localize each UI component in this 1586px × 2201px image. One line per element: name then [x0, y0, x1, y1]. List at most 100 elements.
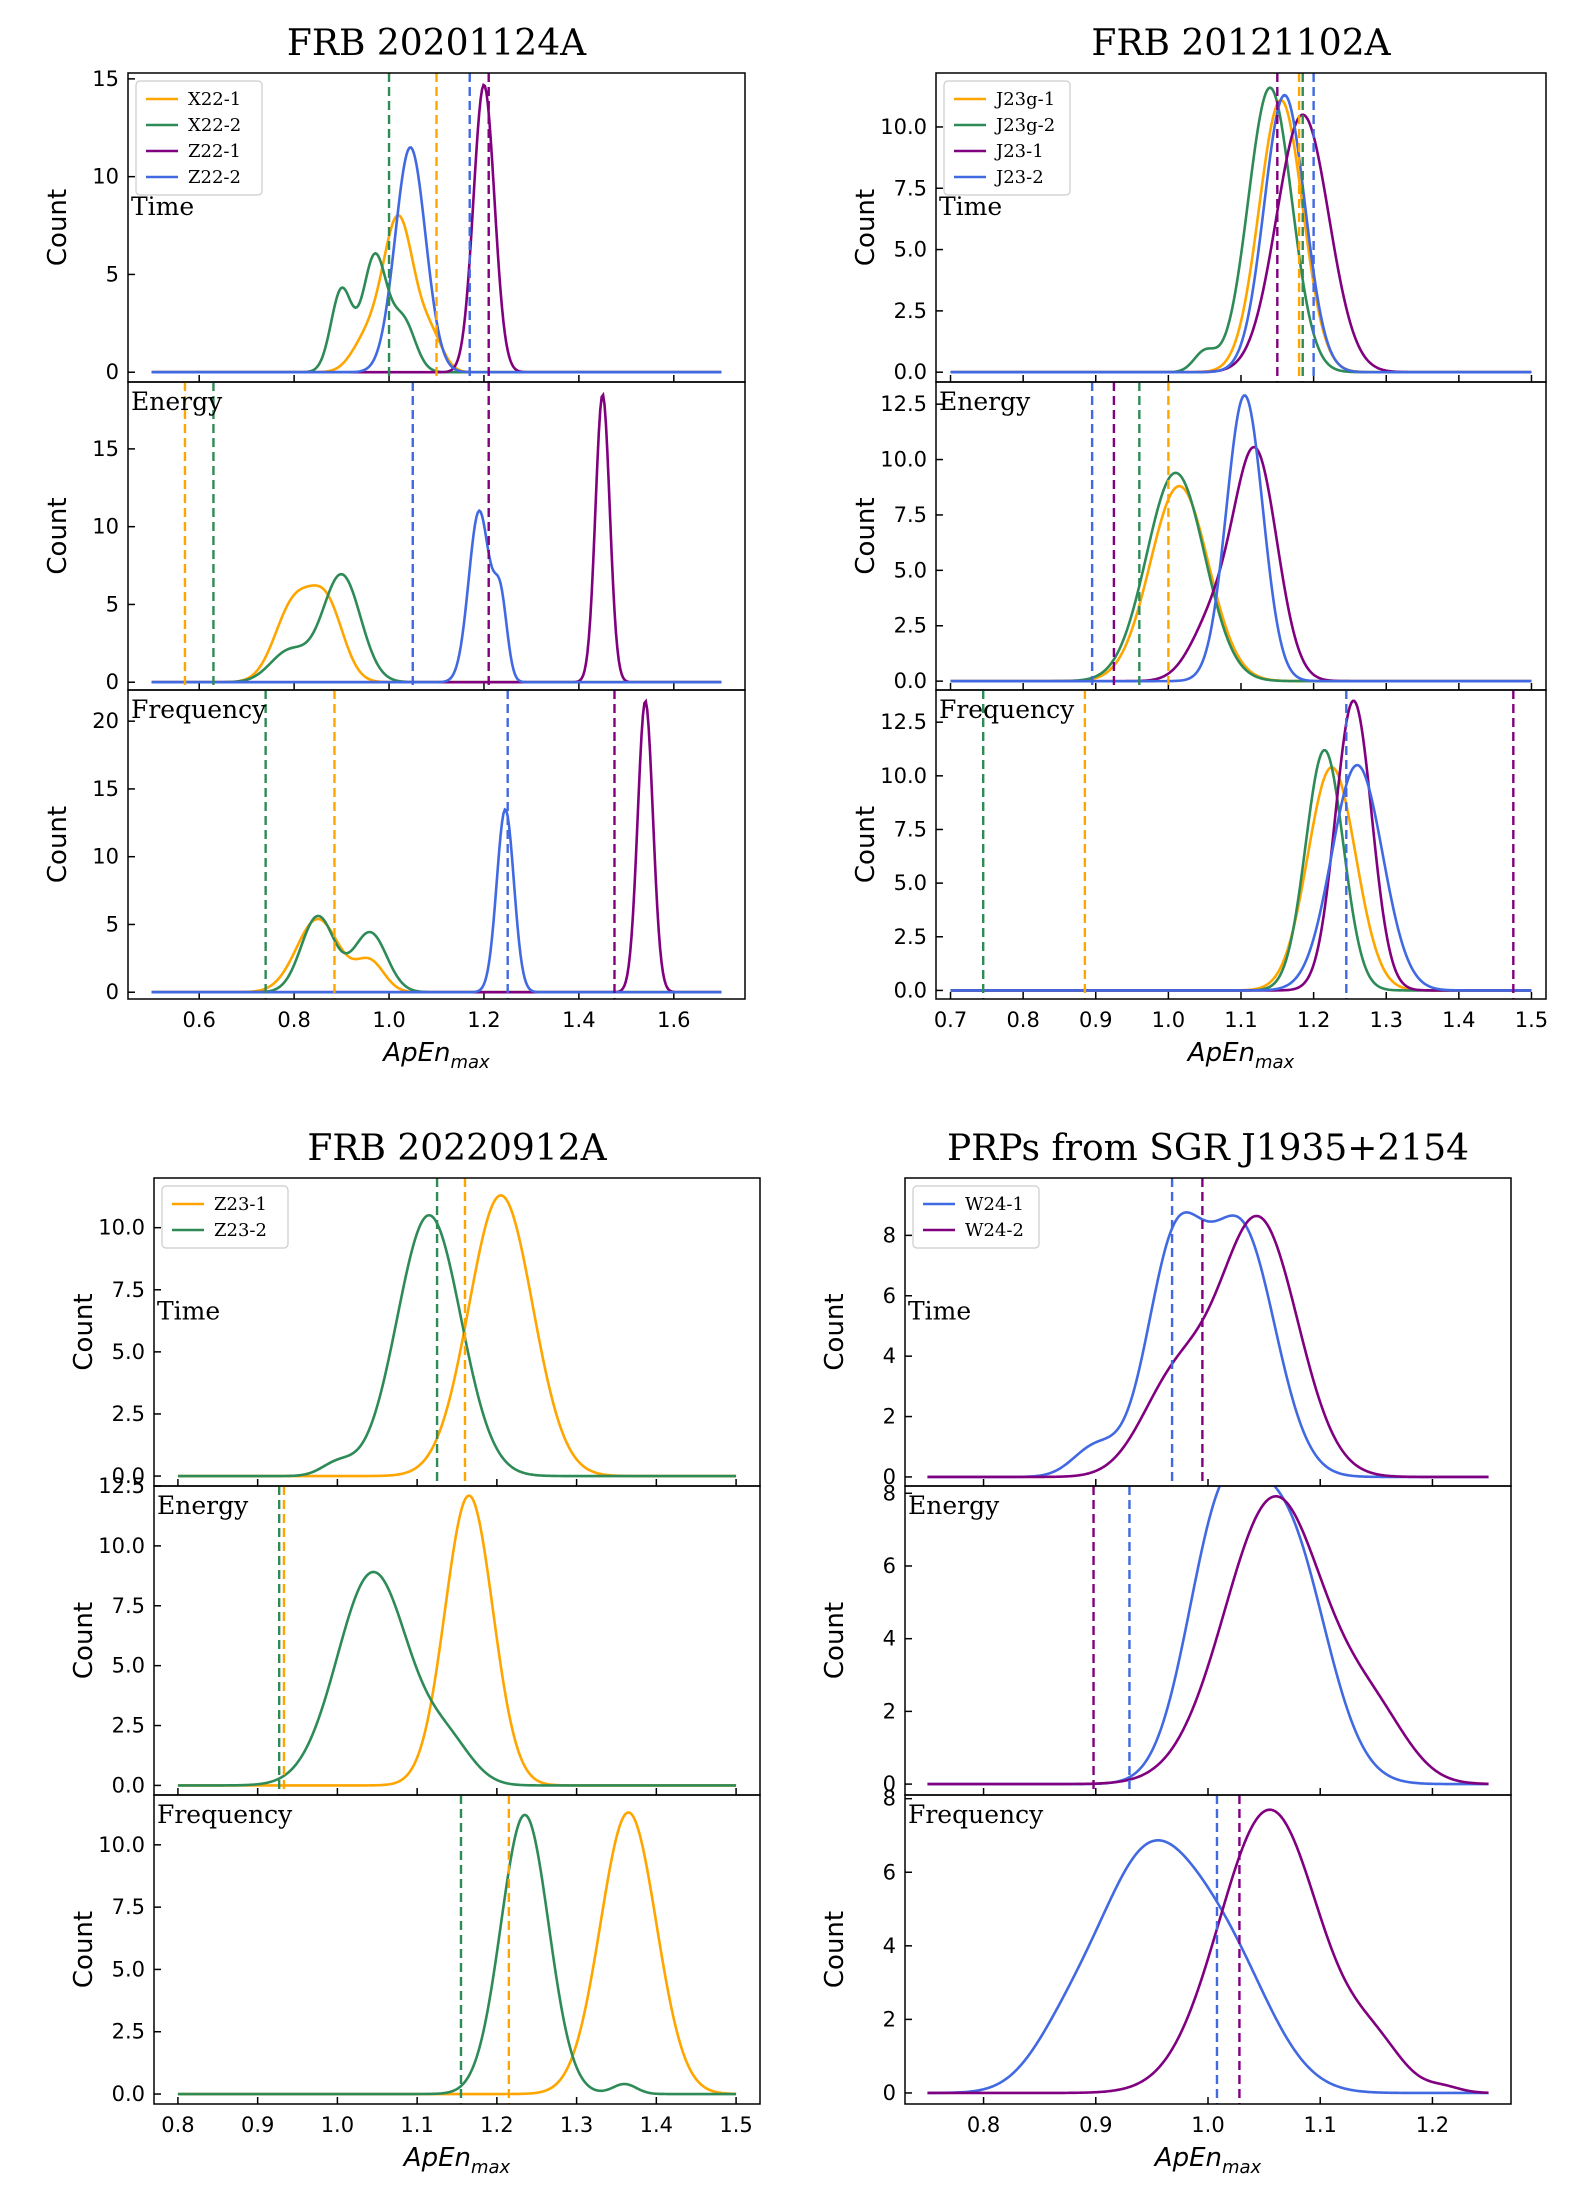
- y-tick-label: 0.0: [894, 978, 927, 1002]
- x-axis-label-sub: max: [471, 2157, 511, 2178]
- y-tick-label: 2: [883, 1699, 896, 1723]
- series-line-z23-1: [177, 1811, 737, 2096]
- series-line-j23-1: [950, 699, 1532, 992]
- panel-time: 0 2 4 6 8 Count Time W24-1 W24-2: [820, 1177, 1512, 1489]
- series-line-j23g-2: [950, 748, 1532, 992]
- y-axis-label: Count: [69, 1293, 99, 1370]
- legend-entry: J23g-1: [994, 89, 1055, 110]
- x-tick-label: 1.3: [560, 2113, 593, 2137]
- y-axis-label: Count: [69, 1911, 99, 1988]
- y-axis-label: Count: [43, 189, 73, 266]
- y-tick-label: 7.5: [894, 176, 927, 200]
- y-tick-label: 2: [883, 1405, 896, 1429]
- y-tick-label: 10.0: [880, 115, 927, 139]
- y-axis-label: Count: [851, 189, 881, 266]
- y-tick-label: 0.0: [112, 1464, 145, 1488]
- y-tick-label: 10.0: [98, 1833, 145, 1857]
- series-line-j23-1: [950, 445, 1532, 683]
- y-axis-label: Count: [820, 1911, 850, 1988]
- series-line-x22-2: [151, 572, 722, 684]
- series-line-j23-2: [950, 93, 1532, 374]
- chart-title: FRB 20201124A: [287, 23, 587, 64]
- panel-label: Time: [157, 1297, 220, 1326]
- panel-frame: [904, 1794, 1512, 2105]
- x-tick-label: 1.0: [1191, 2113, 1224, 2137]
- x-tick-label: 1.1: [1224, 1008, 1257, 1032]
- panel-label: Frequency: [908, 1800, 1044, 1829]
- y-tick-label: 0: [106, 670, 119, 694]
- panel-frequency: 0 5 10 15 20 Count Frequency 0.6 0.8 1.0 1.2 1.4 1.6…: [43, 689, 746, 1073]
- legend-box: [161, 1185, 289, 1249]
- x-tick-label: 1.2: [480, 2113, 513, 2137]
- panel-label: Time: [939, 192, 1002, 221]
- x-tick-label: 1.1: [1304, 2113, 1337, 2137]
- panel-label: Frequency: [939, 695, 1075, 724]
- y-tick-label: 2.5: [112, 1714, 145, 1738]
- y-tick-label: 0: [106, 980, 119, 1004]
- x-axis-label: ApEnmax: [1186, 1038, 1295, 1073]
- x-axis-label-main: ApEn: [1186, 1038, 1255, 1068]
- series-line-z23-2: [177, 1570, 737, 1787]
- y-tick-label: 10.0: [880, 764, 927, 788]
- y-tick-label: 5.0: [894, 558, 927, 582]
- x-tick-label: 0.6: [182, 1008, 215, 1032]
- legend: J23g-1 J23g-2 J23-1 J23-2: [943, 80, 1071, 196]
- legend-entry: J23-1: [994, 141, 1044, 162]
- y-tick-label: 0.0: [112, 1773, 145, 1797]
- series-line-j23g-1: [950, 484, 1532, 683]
- y-tick-label: 5.0: [894, 238, 927, 262]
- y-tick-label: 6: [883, 1284, 896, 1308]
- y-tick-label: 12.5: [880, 710, 927, 734]
- x-tick-label: 1.5: [1515, 1008, 1548, 1032]
- legend-box: [943, 80, 1071, 196]
- y-tick-label: 15: [92, 777, 119, 801]
- x-axis-label: ApEnmax: [381, 1038, 490, 1073]
- y-axis-label: Count: [820, 1602, 850, 1679]
- panel-frame: [935, 381, 1547, 691]
- y-tick-label: 10: [92, 845, 119, 869]
- y-tick-label: 0: [106, 360, 119, 384]
- x-tick-label: 1.5: [719, 2113, 752, 2137]
- y-axis-label: Count: [820, 1293, 850, 1370]
- panel-frequency: 0.0 2.5 5.0 7.5 10.0 Count Frequency 0.8 0.9 1.0 1…: [69, 1794, 761, 2178]
- y-tick-label: 2.5: [112, 1402, 145, 1426]
- x-tick-label: 1.4: [1442, 1008, 1475, 1032]
- y-axis-label: Count: [851, 497, 881, 574]
- chart-title: FRB 20220912A: [307, 1128, 607, 1169]
- panel-frequency: 0 2 4 6 8 Count Frequency 0.8 0.9 1.0 1.1 1.2 ApEnma…: [820, 1787, 1512, 2178]
- y-tick-label: 6: [883, 1554, 896, 1578]
- x-tick-label: 1.2: [467, 1008, 500, 1032]
- y-tick-label: 4: [883, 1344, 896, 1368]
- y-tick-label: 5.0: [894, 871, 927, 895]
- panel-label: Energy: [908, 1491, 1000, 1520]
- legend-entry: X22-2: [188, 115, 241, 136]
- y-tick-label: 15: [92, 67, 119, 91]
- series-line-z22-2: [151, 508, 722, 684]
- x-axis-label: ApEnmax: [1153, 2143, 1262, 2178]
- series-line-j23-2: [950, 394, 1532, 683]
- series-line-w24-2: [927, 1494, 1489, 1786]
- x-axis-label-main: ApEn: [381, 1038, 450, 1068]
- x-tick-label: 1.2: [1297, 1008, 1330, 1032]
- legend-entry: X22-1: [188, 89, 241, 110]
- x-tick-label: 0.9: [241, 2113, 274, 2137]
- y-tick-label: 4: [883, 1934, 896, 1958]
- x-tick-label: 0.8: [277, 1008, 310, 1032]
- y-axis-label: Count: [43, 497, 73, 574]
- y-tick-label: 0.0: [894, 360, 927, 384]
- chart-1: FRB 20201124A 0 5 10 15 Count Time X22-1 X22-2 Z2…: [43, 23, 746, 1073]
- y-axis-label: Count: [851, 806, 881, 883]
- panel-energy: 0.0 2.5 5.0 7.5 10.0 12.5 Count Energy: [851, 381, 1547, 693]
- series-line-x22-1: [151, 917, 722, 994]
- y-tick-label: 5: [106, 912, 119, 936]
- legend: X22-1 X22-2 Z22-1 Z22-2: [135, 80, 263, 196]
- panel-time: 0 5 10 15 Count Time X22-1 X22-2 Z22-1 Z22-2: [43, 67, 746, 384]
- y-tick-label: 7.5: [112, 1594, 145, 1618]
- legend-entry: Z22-1: [188, 141, 241, 162]
- y-tick-label: 12.5: [98, 1474, 145, 1498]
- panel-label: Energy: [131, 387, 223, 416]
- series-line-z22-2: [151, 145, 722, 374]
- legend: W24-1 W24-2: [912, 1185, 1040, 1249]
- panel-frame: [127, 381, 746, 691]
